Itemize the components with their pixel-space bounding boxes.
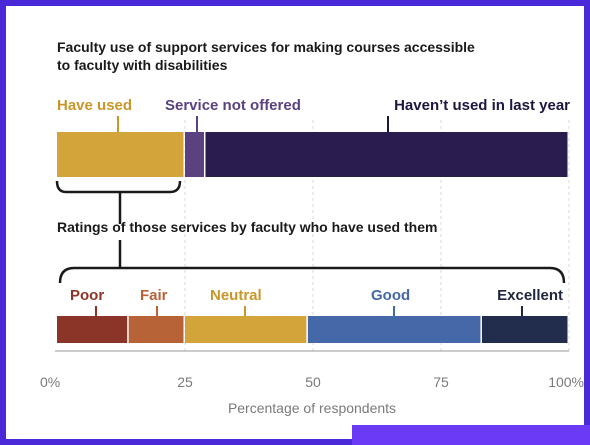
usage-label-haven-t-used-in-last-year: Haven’t used in last year — [394, 97, 570, 114]
tick-label-50: 50 — [305, 374, 321, 390]
chart-title-line-1: Faculty use of support services for maki… — [57, 39, 475, 55]
tick-label-100: 100% — [548, 374, 584, 390]
usage-label-service-not-offered: Service not offered — [165, 97, 301, 114]
tick-label-25: 25 — [177, 374, 193, 390]
usage-segment-service-not-offered — [185, 132, 204, 177]
rating-label-neutral: Neutral — [210, 287, 262, 304]
usage-label-have-used: Have used — [57, 97, 132, 114]
usage-segment-haven-t-used-in-last-year — [205, 132, 568, 177]
ratings-bracket — [58, 266, 566, 284]
rating-label-poor: Poor — [70, 287, 104, 304]
usage-bar — [57, 132, 568, 177]
tick-label-75: 75 — [433, 374, 449, 390]
rating-labels: Poor Fair Neutral Good Excellent — [70, 287, 563, 316]
tick-label-0: 0% — [40, 374, 60, 390]
accent-bar — [352, 425, 590, 445]
ratings-bar — [57, 316, 568, 343]
rating-label-excellent: Excellent — [497, 287, 563, 304]
rating-segment-excellent — [481, 316, 568, 343]
x-axis-label: Percentage of respondents — [228, 400, 396, 416]
usage-segment-have-used — [57, 132, 184, 177]
x-axis-ticks: 0% 25 50 75 100% — [40, 374, 584, 390]
rating-segment-fair — [128, 316, 184, 343]
rating-segment-poor — [57, 316, 128, 343]
rating-segment-neutral — [185, 316, 307, 343]
chart-title-line-2: to faculty with disabilities — [57, 57, 228, 73]
rating-label-fair: Fair — [140, 287, 168, 304]
rating-segment-good — [307, 316, 481, 343]
usage-labels: Have used Service not offered Haven’t used… — [57, 97, 570, 132]
usage-bracket — [55, 180, 182, 194]
ratings-subtitle: Ratings of those services by faculty who… — [57, 219, 437, 235]
rating-label-good: Good — [371, 287, 410, 304]
